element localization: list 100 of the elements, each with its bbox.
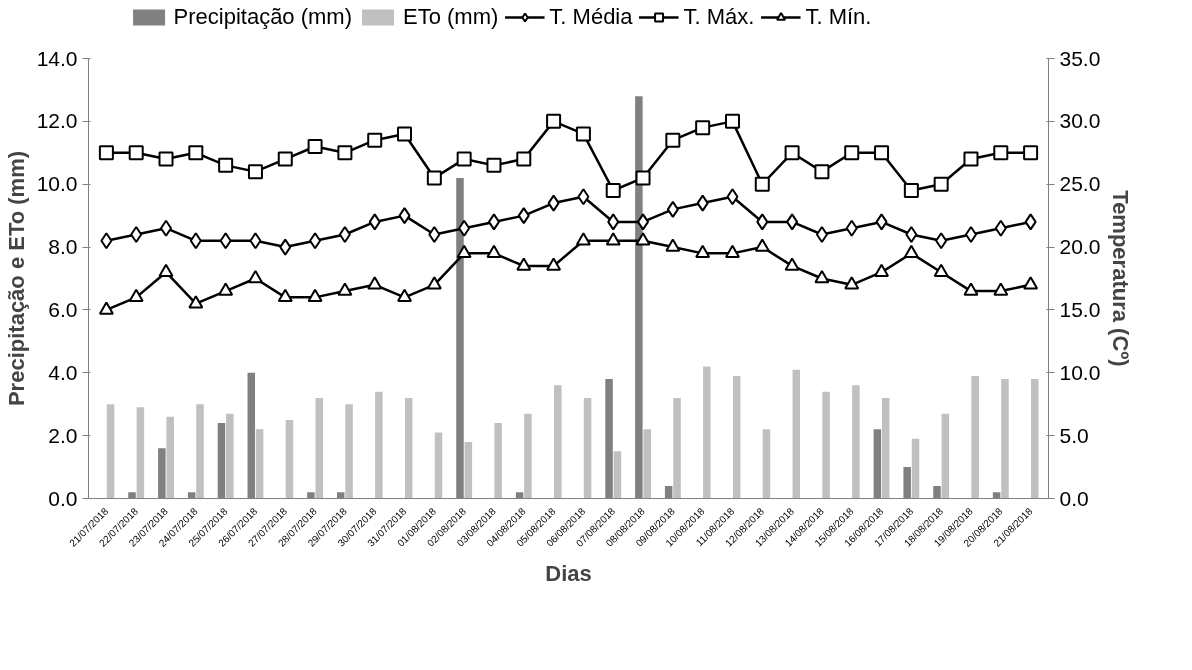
point <box>279 238 292 256</box>
point <box>517 207 530 225</box>
bar <box>524 413 532 499</box>
point <box>307 139 323 154</box>
point <box>724 244 740 259</box>
point <box>309 232 322 250</box>
point <box>367 276 383 290</box>
y-tick-label: 8.0 <box>48 235 78 259</box>
point <box>784 257 800 271</box>
point <box>98 301 114 315</box>
x-axis-title: Dias <box>545 560 592 586</box>
point <box>844 145 860 161</box>
point <box>814 164 830 180</box>
point <box>874 263 890 277</box>
point <box>486 244 502 259</box>
bar <box>613 451 622 499</box>
bar <box>673 397 681 499</box>
y-axis-title: Precipitação e ETo (mm) <box>3 150 29 407</box>
point <box>160 219 173 237</box>
point <box>903 244 919 259</box>
legend-label: T. Mín. <box>805 4 872 30</box>
point <box>874 145 890 161</box>
point <box>546 257 562 271</box>
y2-tick-label: 30.0 <box>1059 109 1101 133</box>
point <box>158 151 174 167</box>
point <box>487 213 500 231</box>
point <box>98 145 114 161</box>
bar <box>106 404 115 499</box>
point <box>188 295 204 309</box>
bar <box>703 366 711 499</box>
bar <box>166 416 174 499</box>
point <box>605 232 621 246</box>
y2-tick-label: 35.0 <box>1059 46 1101 70</box>
point <box>724 113 740 129</box>
bar <box>285 419 294 499</box>
point <box>756 213 769 231</box>
point <box>188 145 204 161</box>
y-tick-label: 12.0 <box>36 109 78 133</box>
point <box>218 157 234 173</box>
point <box>368 213 381 231</box>
point <box>964 226 977 243</box>
bar <box>136 407 145 499</box>
point <box>456 244 472 259</box>
point <box>456 151 472 167</box>
y-tick-label: 2.0 <box>48 423 78 447</box>
bar <box>971 375 979 499</box>
point <box>130 226 143 243</box>
point <box>814 269 830 284</box>
bar <box>434 432 443 499</box>
bar <box>941 413 950 499</box>
bar <box>404 397 413 499</box>
bar <box>464 441 473 499</box>
point <box>337 282 353 296</box>
point <box>635 232 651 246</box>
point <box>398 207 411 225</box>
bar <box>255 429 264 499</box>
point <box>367 132 383 148</box>
point <box>158 263 174 277</box>
bar <box>345 404 353 499</box>
point <box>754 176 770 192</box>
bar <box>911 438 920 499</box>
point <box>546 113 562 129</box>
y2-tick-label: 10.0 <box>1059 360 1101 384</box>
point <box>905 226 918 243</box>
point <box>607 213 620 231</box>
point <box>337 145 353 161</box>
point <box>397 288 413 303</box>
bar <box>196 404 204 499</box>
point <box>247 164 263 180</box>
point <box>963 151 979 167</box>
point <box>993 282 1009 296</box>
point <box>994 219 1007 237</box>
bar <box>1031 379 1039 499</box>
bar <box>375 391 383 499</box>
bar <box>226 413 234 499</box>
point <box>666 200 679 218</box>
point <box>844 276 860 290</box>
point <box>575 232 591 246</box>
bar <box>852 385 860 499</box>
point <box>784 145 800 161</box>
point <box>189 232 202 250</box>
point <box>963 282 979 296</box>
point <box>665 238 681 252</box>
point <box>933 176 949 192</box>
point <box>993 145 1009 161</box>
point <box>486 157 502 173</box>
point <box>935 232 948 250</box>
point <box>219 232 232 250</box>
y-tick-label: 0.0 <box>48 486 78 510</box>
point <box>695 120 711 136</box>
legend-label: T. Média <box>549 4 633 30</box>
y2-tick-label: 20.0 <box>1059 235 1101 259</box>
point <box>875 213 888 231</box>
bar <box>1001 379 1009 499</box>
bar <box>315 397 324 499</box>
bar <box>732 375 741 499</box>
bar <box>792 369 801 499</box>
point <box>845 219 858 237</box>
y2-axis-title: Temperatura (Cº) <box>1108 190 1134 367</box>
point <box>933 263 949 277</box>
